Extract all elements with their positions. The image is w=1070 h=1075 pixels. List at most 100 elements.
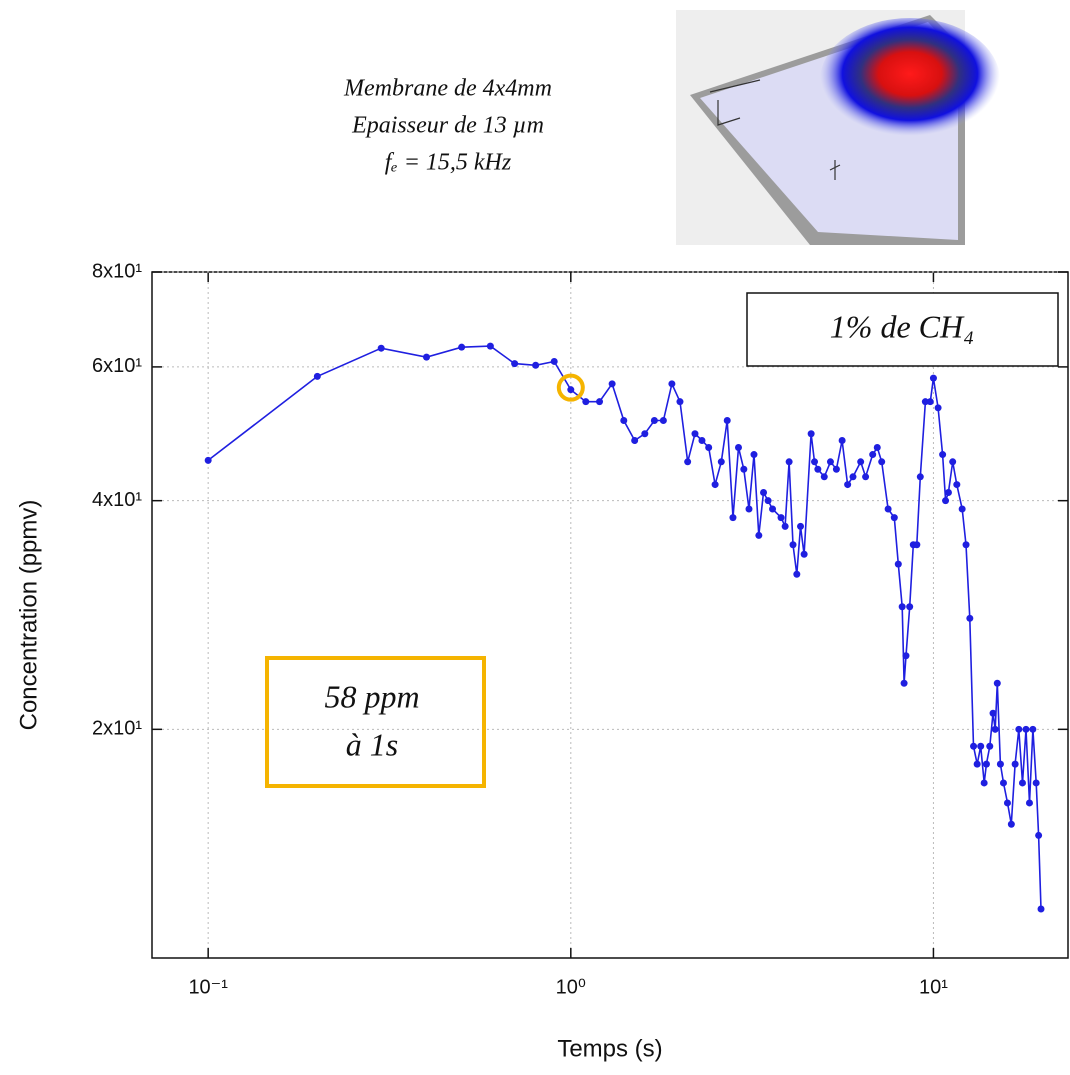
data-point [826, 458, 834, 466]
data-point [745, 505, 753, 513]
data-point [511, 360, 519, 368]
data-point [668, 380, 676, 388]
data-point [807, 430, 815, 438]
data-point [989, 709, 997, 717]
note-line: Membrane de 4x4mm [343, 76, 552, 102]
data-point [781, 522, 789, 530]
data-point [785, 458, 793, 466]
data-point [620, 417, 628, 425]
data-point [900, 679, 908, 687]
data-point [991, 725, 999, 733]
limit-label: à 1s [346, 726, 398, 762]
data-point [764, 497, 772, 505]
data-point [596, 398, 604, 406]
data-point [838, 437, 846, 445]
photo-deformation [820, 18, 1000, 142]
gas-box [746, 292, 1059, 367]
data-point [970, 742, 978, 750]
data-point [996, 760, 1004, 768]
data-point [949, 458, 957, 466]
data-point [650, 417, 658, 425]
x-tick-label: 10⁰ [556, 976, 586, 998]
data-point [1018, 779, 1026, 787]
data-point [800, 550, 808, 558]
data-point [1035, 831, 1043, 839]
data-point [878, 458, 886, 466]
data-point [740, 465, 748, 473]
y-tick-label: 2x10¹ [92, 718, 142, 740]
data-point [760, 489, 768, 497]
data-point [698, 437, 706, 445]
data-point [916, 473, 924, 481]
data-point [1007, 820, 1015, 828]
data-point [811, 458, 819, 466]
data-point [567, 386, 575, 394]
data-point [982, 760, 990, 768]
y-tick-label: 8x10¹ [92, 260, 142, 282]
x-tick-label: 10¹ [919, 976, 948, 998]
data-point [204, 456, 212, 464]
data-point [797, 522, 805, 530]
data-point [902, 652, 910, 660]
y-tick-label: 6x10¹ [92, 355, 142, 377]
data-point [814, 465, 822, 473]
limit-box [265, 656, 486, 788]
x-axis-title: Temps (s) [557, 1035, 662, 1062]
data-point [884, 505, 892, 513]
data-point [958, 505, 966, 513]
data-point [769, 505, 777, 513]
data-point [691, 430, 699, 438]
data-point [789, 541, 797, 549]
data-point [1003, 799, 1011, 807]
data-point [913, 541, 921, 549]
data-point [993, 679, 1001, 687]
x-tick-label: 10⁻¹ [188, 976, 228, 998]
data-point [849, 473, 857, 481]
data-point [1022, 725, 1030, 733]
data-line [207, 345, 1042, 910]
y-axis-title: Concentration (ppmv) [15, 500, 42, 731]
y-tick-label: 4x10¹ [92, 489, 142, 511]
data-point [894, 560, 902, 568]
data-point [862, 473, 870, 481]
data-point [869, 451, 877, 459]
note-line: Epaisseur de 13 µm [351, 113, 544, 139]
data-point [422, 353, 430, 361]
data-point [777, 514, 785, 522]
data-point [676, 398, 684, 406]
data-point [458, 343, 466, 351]
data-point [1015, 725, 1023, 733]
data-point [844, 481, 852, 489]
data-point [973, 760, 981, 768]
gas-label: 1% de CH₄ [830, 308, 974, 344]
data-point [750, 451, 758, 459]
note-line: fₑ = 15,5 kHz [385, 150, 512, 176]
data-point [873, 443, 881, 451]
data-point [711, 481, 719, 489]
data-point [1032, 779, 1040, 787]
data-point [962, 541, 970, 549]
data-point [1029, 725, 1037, 733]
data-point [857, 458, 865, 466]
data-point [684, 458, 692, 466]
membrane-photo [676, 10, 1000, 245]
limit-label: 58 ppm [324, 678, 419, 714]
data-point [934, 404, 942, 412]
data-point [486, 342, 494, 350]
plot-frame [151, 271, 1069, 959]
data-point [550, 357, 558, 365]
data-point [734, 443, 742, 451]
data-point [1025, 799, 1033, 807]
data-point [377, 344, 385, 352]
data-point [1037, 905, 1045, 913]
data-point [898, 603, 906, 611]
data-point [906, 603, 914, 611]
data-point [641, 430, 649, 438]
data-point [929, 374, 937, 382]
data-point [942, 497, 950, 505]
data-point [890, 514, 898, 522]
data-point [953, 481, 961, 489]
data-point [659, 417, 667, 425]
data-point [926, 398, 934, 406]
